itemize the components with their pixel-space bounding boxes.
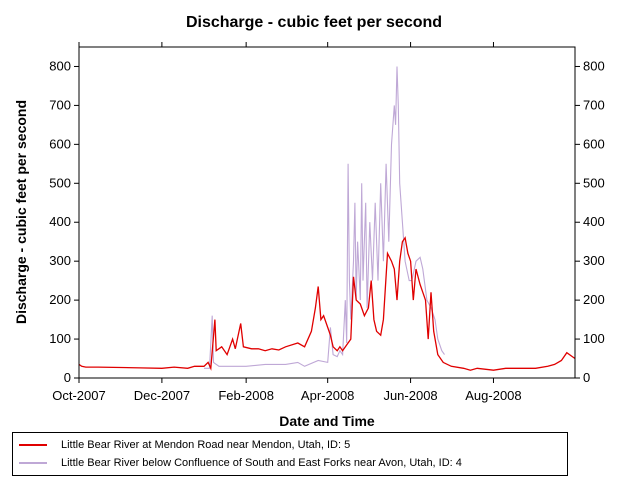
x-tick-label: Oct-2007 xyxy=(52,388,105,403)
y-tick-label-right: 400 xyxy=(583,214,605,229)
y-tick-label-right: 200 xyxy=(583,292,605,307)
y-tick-label-right: 100 xyxy=(583,331,605,346)
y-tick-label-left: 600 xyxy=(49,136,71,151)
x-axis-label: Date and Time xyxy=(279,413,375,429)
y-tick-label-left: 700 xyxy=(49,97,71,112)
y-tick-label-right: 300 xyxy=(583,253,605,268)
series-layer xyxy=(78,66,576,371)
x-axis-ticks: Oct-2007 Dec-2007 Feb-2008 Apr-2008 Jun-2008… xyxy=(52,42,522,403)
x-tick-label: Dec-2007 xyxy=(134,388,190,403)
y-tick-label-left: 400 xyxy=(49,214,71,229)
legend-label-avon: Little Bear River below Confluence of So… xyxy=(61,457,462,469)
y-tick-label-right: 0 xyxy=(583,370,590,385)
y-tick-label-left: 300 xyxy=(49,253,71,268)
series-line-0 xyxy=(78,236,576,371)
y-tick-label-right: 700 xyxy=(583,97,605,112)
legend-label-mendon: Little Bear River at Mendon Road near Me… xyxy=(61,439,351,451)
y-tick-label-left: 500 xyxy=(49,175,71,190)
y-tick-label-right: 500 xyxy=(583,175,605,190)
x-tick-label: Feb-2008 xyxy=(218,388,274,403)
legend-swatch-avon xyxy=(19,462,47,464)
x-tick-label: Aug-2008 xyxy=(465,388,521,403)
y-tick-label-right: 800 xyxy=(583,58,605,73)
chart-title: Discharge - cubic feet per second xyxy=(186,14,442,31)
legend-swatch-mendon xyxy=(19,444,47,446)
legend: Little Bear River at Mendon Road near Me… xyxy=(12,432,568,476)
legend-entry-avon: Little Bear River below Confluence of So… xyxy=(19,455,462,471)
legend-entry-mendon: Little Bear River at Mendon Road near Me… xyxy=(19,437,350,453)
y-tick-label-right: 600 xyxy=(583,136,605,151)
y-tick-label-left: 800 xyxy=(49,58,71,73)
y-tick-label-left: 100 xyxy=(49,331,71,346)
y-tick-label-left: 0 xyxy=(64,370,71,385)
y-tick-label-left: 200 xyxy=(49,292,71,307)
discharge-chart: Discharge - cubic feet per second 0 0 100 1… xyxy=(13,14,605,429)
plot-frame xyxy=(78,46,576,379)
x-tick-label: Jun-2008 xyxy=(383,388,437,403)
series-line-1 xyxy=(204,66,445,369)
y-axis-label: Discharge - cubic feet per second xyxy=(13,100,29,324)
y-axis-ticks: 0 0 100 100 200 200 300 300 400 400 500 500 600 600 70… xyxy=(49,58,604,385)
x-tick-label: Apr-2008 xyxy=(301,388,354,403)
